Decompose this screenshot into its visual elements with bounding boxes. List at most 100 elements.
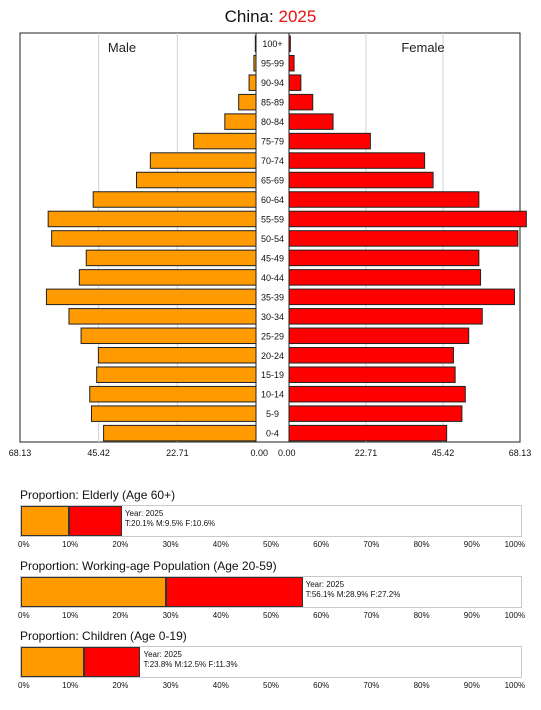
percent-axis: 0% 10% 20% 30% 40% 50% 60% 70% 80% 90% 100% bbox=[18, 540, 526, 552]
title-year: 2025 bbox=[278, 7, 317, 26]
age-group-label: 5-9 bbox=[266, 409, 279, 419]
side-label-male: Male bbox=[108, 40, 136, 55]
female-bar bbox=[288, 93, 314, 111]
x-tick-label-male: 45.42 bbox=[87, 448, 110, 458]
percent-tick-label: 50% bbox=[262, 681, 280, 690]
x-tick-label-male: 68.13 bbox=[9, 448, 32, 458]
percent-tick-label: 90% bbox=[463, 611, 480, 620]
percent-tick-label: 0% bbox=[18, 540, 30, 549]
female-bar bbox=[288, 424, 448, 442]
female-bar bbox=[288, 191, 480, 208]
percent-tick-label: 70% bbox=[363, 681, 380, 690]
percent-tick-label: 20% bbox=[112, 611, 129, 620]
proportion-title: Proportion: Elderly (Age 60+) bbox=[20, 488, 176, 502]
proportion-stats: T:20.1% M:9.5% F:10.6% bbox=[124, 519, 216, 528]
proportion-bar: Year: 2025 T:56.1% M:28.9% F:27.2% bbox=[20, 576, 522, 608]
male-bar bbox=[224, 113, 257, 130]
male-bar bbox=[238, 93, 257, 111]
age-group-label: 55-59 bbox=[261, 214, 284, 224]
female-bar bbox=[288, 152, 426, 169]
percent-tick-label: 40% bbox=[212, 681, 229, 690]
proportion-title: Proportion: Children (Age 0-19) bbox=[20, 629, 187, 643]
male-proportion-segment bbox=[21, 577, 167, 607]
x-tick-label-female: 22.71 bbox=[355, 448, 378, 458]
age-group-label: 65-69 bbox=[261, 176, 284, 186]
age-group-label: 25-29 bbox=[261, 331, 284, 341]
male-bar bbox=[68, 308, 257, 325]
male-bar bbox=[90, 405, 257, 422]
male-bar bbox=[47, 210, 257, 228]
male-bar bbox=[97, 347, 257, 364]
female-bar bbox=[288, 210, 527, 228]
age-group-label: 20-24 bbox=[261, 351, 284, 361]
female-bar bbox=[288, 35, 291, 52]
percent-tick-label: 10% bbox=[62, 611, 79, 620]
age-group-label: 95-99 bbox=[261, 59, 284, 69]
age-group-label: 45-49 bbox=[261, 253, 284, 263]
percent-tick-label: 0% bbox=[18, 611, 30, 620]
proportion-title: Proportion: Working-age Population (Age … bbox=[20, 559, 277, 573]
age-group-label: 85-89 bbox=[261, 98, 284, 108]
percent-tick-label: 0% bbox=[18, 681, 30, 690]
female-bar bbox=[288, 230, 519, 247]
percent-tick-label: 70% bbox=[363, 611, 380, 620]
percent-tick-label: 60% bbox=[313, 540, 330, 549]
percent-axis: 0% 10% 20% 30% 40% 50% 60% 70% 80% 90% 100% bbox=[18, 611, 526, 623]
male-bar bbox=[248, 74, 257, 91]
proportion-year: Year: 2025 bbox=[124, 509, 164, 518]
percent-tick-label: 60% bbox=[313, 611, 330, 620]
percent-tick-label: 80% bbox=[413, 681, 430, 690]
female-bar bbox=[288, 132, 371, 150]
percent-tick-label: 90% bbox=[463, 540, 480, 549]
female-bar bbox=[288, 327, 470, 345]
proportion-bar: Year: 2025 T:23.8% M:12.5% F:11.3% bbox=[20, 646, 522, 678]
percent-tick-label: 100% bbox=[504, 540, 526, 549]
percent-tick-label: 70% bbox=[363, 540, 380, 549]
female-bar bbox=[288, 54, 295, 72]
male-bar bbox=[92, 191, 257, 208]
population-pyramid: Male Female 100+ 95-99 90-94 85-89 80-84 75-79 7… bbox=[9, 32, 532, 458]
age-group-label: 0-4 bbox=[266, 429, 279, 439]
x-tick-label-female: 68.13 bbox=[509, 448, 532, 458]
female-bar bbox=[288, 171, 434, 189]
proportion-year: Year: 2025 bbox=[305, 580, 345, 589]
age-group-label: 100+ bbox=[262, 39, 282, 49]
female-bar bbox=[288, 405, 463, 422]
male-bar bbox=[149, 152, 257, 169]
female-bar bbox=[288, 347, 454, 364]
title-country: China: bbox=[224, 7, 279, 26]
x-tick-label-female: 45.42 bbox=[432, 448, 455, 458]
chart-title: China: 2025 bbox=[0, 7, 541, 27]
male-bar bbox=[103, 424, 257, 442]
age-group-label: 75-79 bbox=[261, 137, 284, 147]
female-bar bbox=[288, 113, 334, 130]
percent-tick-label: 10% bbox=[62, 681, 79, 690]
male-bar bbox=[85, 249, 257, 267]
percent-tick-label: 30% bbox=[162, 681, 179, 690]
percent-tick-label: 100% bbox=[504, 611, 526, 620]
percent-tick-label: 80% bbox=[413, 540, 430, 549]
female-bar bbox=[288, 74, 302, 91]
proportion-note: Year: 2025 T:20.1% M:9.5% F:10.6% bbox=[125, 509, 215, 529]
male-proportion-segment bbox=[21, 506, 69, 536]
male-bar bbox=[51, 230, 257, 247]
percent-tick-label: 30% bbox=[162, 540, 179, 549]
proportion-year: Year: 2025 bbox=[143, 650, 182, 659]
age-group-label: 10-14 bbox=[261, 390, 284, 400]
percent-tick-label: 60% bbox=[313, 681, 330, 690]
male-bar bbox=[80, 327, 257, 345]
male-bar bbox=[78, 269, 257, 286]
percent-tick-label: 100% bbox=[504, 681, 526, 690]
x-tick-label-female: 0.00 bbox=[278, 448, 296, 458]
male-bar bbox=[253, 54, 257, 72]
male-bar bbox=[89, 385, 257, 403]
percent-tick-label: 30% bbox=[162, 611, 179, 620]
age-group-label: 80-84 bbox=[261, 117, 284, 127]
female-proportion-segment bbox=[83, 647, 141, 677]
proportion-stats: T:23.8% M:12.5% F:11.3% bbox=[143, 660, 238, 669]
proportion-note: Year: 2025 T:56.1% M:28.9% F:27.2% bbox=[306, 580, 401, 600]
percent-axis: 0% 10% 20% 30% 40% 50% 60% 70% 80% 90% 100% bbox=[18, 681, 526, 693]
percent-tick-label: 50% bbox=[262, 540, 280, 549]
proportion-stats: T:56.1% M:28.9% F:27.2% bbox=[305, 590, 401, 599]
proportion-note: Year: 2025 T:23.8% M:12.5% F:11.3% bbox=[143, 650, 237, 670]
